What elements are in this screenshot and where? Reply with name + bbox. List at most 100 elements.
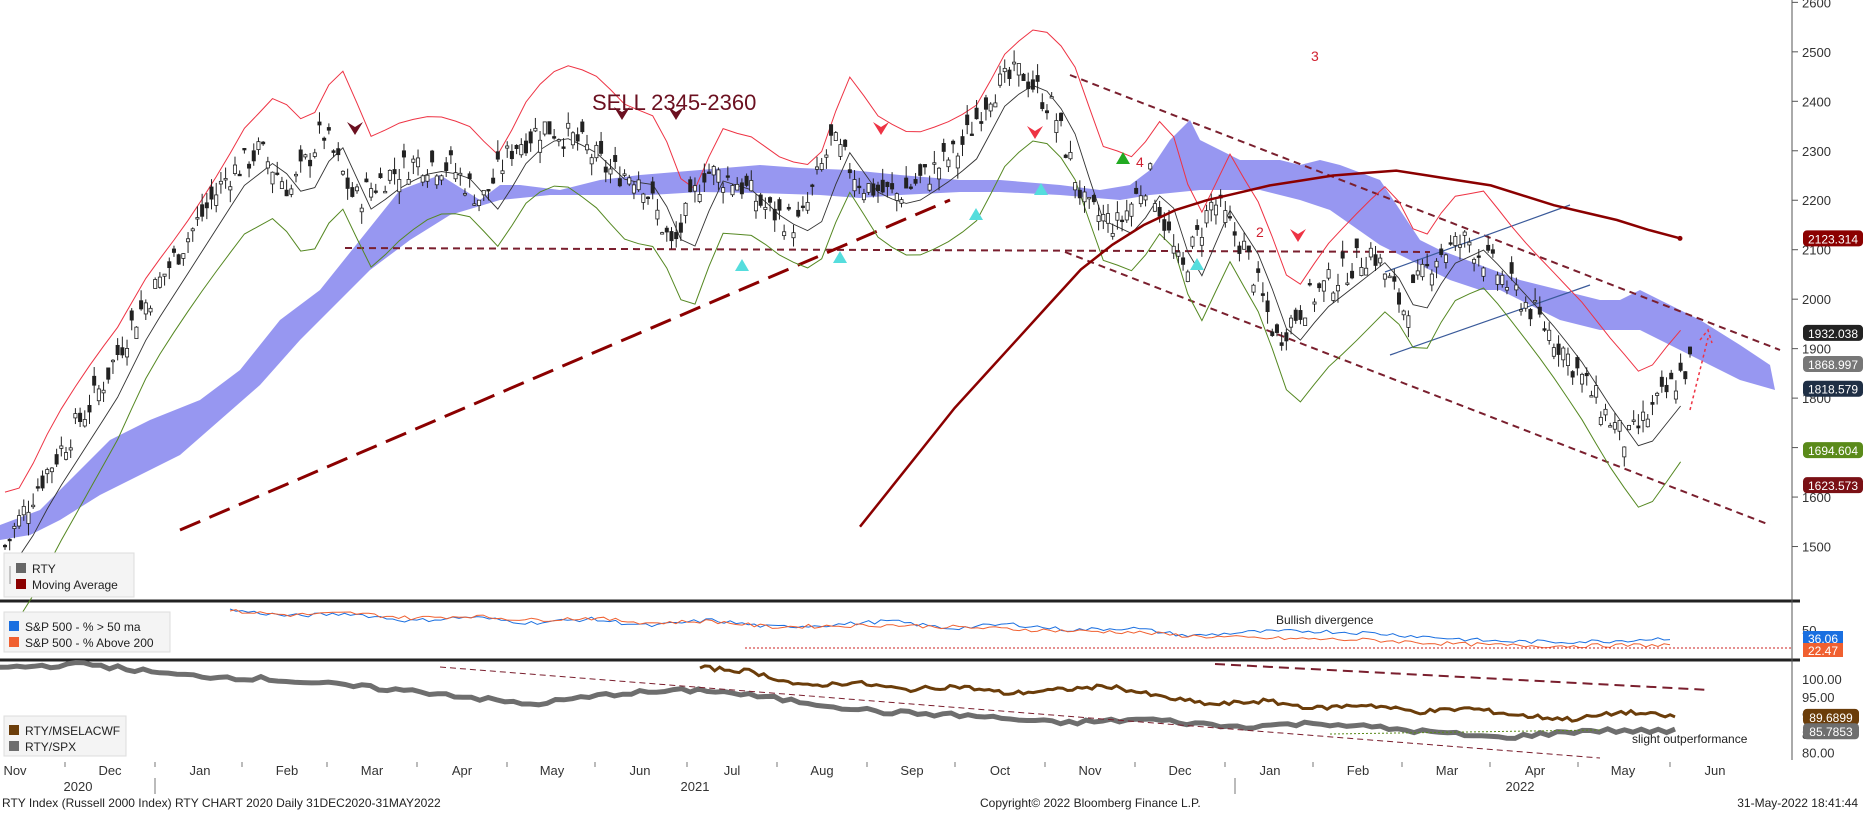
rty-candle	[17, 515, 22, 527]
x-tick-label: Dec	[1168, 763, 1192, 778]
rty-candle	[603, 166, 608, 173]
rty-candle	[1490, 249, 1495, 254]
x-tick-label: Oct	[990, 763, 1011, 778]
rty-candle	[1312, 301, 1317, 305]
rty-candle	[1030, 79, 1035, 90]
rty-candle	[35, 486, 40, 489]
rty-candle	[824, 154, 829, 158]
x-tick-label: Aug	[810, 763, 833, 778]
rty-candle	[852, 179, 857, 192]
rty-candle	[383, 190, 388, 194]
rty-candle	[1270, 331, 1275, 336]
rty-candle	[223, 178, 228, 181]
relative-value-box	[1803, 723, 1859, 740]
rty-candle	[1472, 258, 1477, 264]
rty-candle	[101, 389, 106, 394]
rty-candle	[1425, 263, 1430, 267]
rty-candle	[1551, 347, 1556, 357]
rty-candle	[1584, 372, 1589, 377]
rty-candle	[1021, 73, 1026, 81]
rty-candle	[1354, 238, 1359, 249]
rty-candle	[814, 166, 819, 170]
rty-candle	[1232, 231, 1237, 236]
rty-candle	[1096, 215, 1101, 222]
buy-marker-icon	[1034, 183, 1048, 195]
rty-candle	[40, 475, 45, 489]
rty-candle	[932, 162, 937, 165]
rty-candle	[21, 505, 26, 516]
rty-candle	[542, 121, 547, 135]
rty-candle	[373, 190, 378, 193]
rty-candle	[218, 180, 223, 185]
rty-candle	[1509, 262, 1514, 274]
rty-candle	[425, 174, 430, 182]
rty-candle	[345, 177, 350, 189]
rty-candle	[1049, 96, 1054, 99]
rty-candle	[772, 208, 777, 221]
rty-candle	[617, 178, 622, 187]
rty-candle	[547, 121, 552, 135]
rty-candle	[1396, 292, 1401, 305]
rty-candle	[139, 300, 144, 310]
rty-candle	[1171, 245, 1176, 254]
rty-candle	[1321, 280, 1326, 292]
rty-candle	[59, 445, 64, 449]
y-tick-label: 2400	[1802, 94, 1831, 109]
price-label-box	[1803, 324, 1863, 341]
y-tick-label: 2200	[1802, 193, 1831, 208]
rty-candle	[1467, 241, 1472, 246]
wave-4-label: 4	[1136, 154, 1144, 170]
rty-candle	[1167, 221, 1172, 231]
rty-candle	[941, 143, 946, 152]
legend-rty-spx: RTY/SPX	[25, 740, 76, 754]
x-tick-label: Jun	[1705, 763, 1726, 778]
rty-candle	[1495, 274, 1500, 285]
rty-candle	[880, 179, 885, 193]
rty-candle	[1401, 310, 1406, 316]
rty-candle	[1434, 260, 1439, 268]
rty-candle	[505, 145, 510, 149]
rty-candle	[894, 193, 899, 201]
rty-candle	[232, 164, 237, 174]
breadth-value-box	[1803, 643, 1843, 657]
rty-candle	[519, 144, 524, 156]
rty-candle	[1603, 408, 1608, 416]
rty-candle	[1256, 268, 1261, 273]
wedge-line-upper	[1384, 204, 1571, 273]
rty-candle	[749, 180, 754, 192]
rty-candle	[420, 175, 425, 183]
x-tick-label: Mar	[361, 763, 384, 778]
rty-candle	[110, 359, 115, 363]
rty-candle	[214, 194, 219, 206]
price-label-box	[1803, 380, 1863, 397]
rty-candle	[1209, 201, 1214, 211]
rty-candle	[439, 175, 444, 181]
rty-candle	[1138, 195, 1143, 205]
rty-candle	[326, 127, 331, 131]
rty-candle	[1622, 446, 1627, 458]
rty-candle	[622, 173, 627, 176]
rty-candle	[350, 187, 355, 197]
rty-candle	[1462, 231, 1467, 236]
rty-candle	[167, 261, 172, 269]
rty-candle	[3, 544, 8, 548]
rty-candle	[556, 139, 561, 142]
rty-candle	[430, 150, 435, 163]
rty-candle	[1331, 292, 1336, 301]
buy-marker-icon	[969, 208, 983, 220]
rty-candle	[1317, 283, 1322, 289]
rty-candle	[477, 199, 482, 206]
rty-candle	[946, 159, 951, 168]
rty-candle	[1284, 332, 1289, 342]
rty-candle	[782, 231, 787, 237]
rty-candle	[674, 232, 679, 240]
rty-candle	[716, 169, 721, 183]
rty-candle	[1364, 267, 1369, 276]
rty-candle	[406, 179, 411, 185]
rty-candle	[1176, 251, 1181, 257]
rty-candle	[1673, 390, 1678, 400]
breadth-value-box	[1803, 631, 1843, 645]
y-tick-label: 2600	[1802, 0, 1831, 10]
rty-candle	[369, 188, 374, 198]
